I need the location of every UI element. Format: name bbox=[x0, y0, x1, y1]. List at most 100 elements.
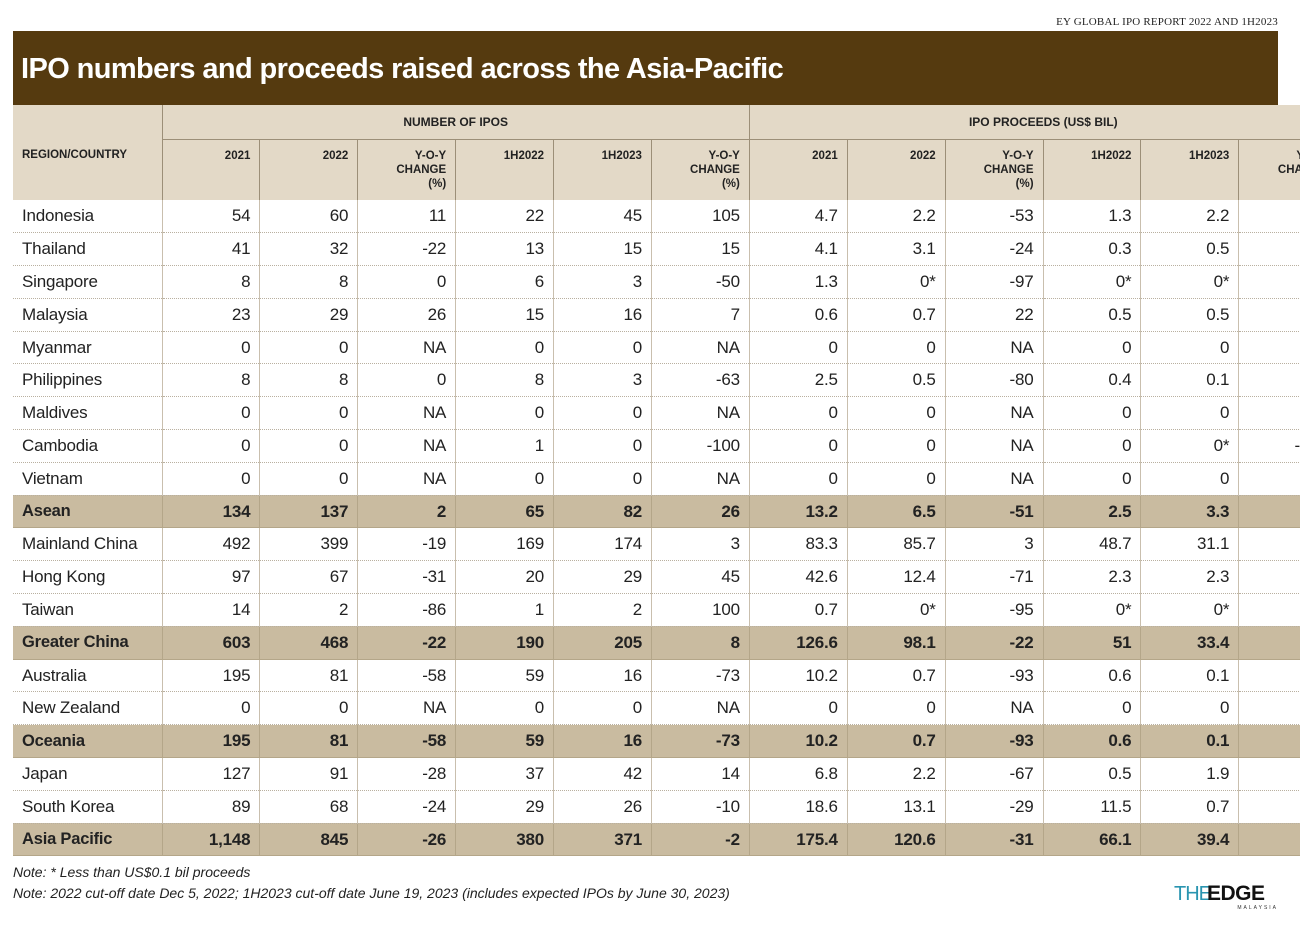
value-cell: 59 bbox=[455, 724, 555, 759]
value-cell: -29 bbox=[945, 790, 1044, 824]
region-cell: Greater China bbox=[13, 626, 163, 660]
value-cell: 175.4 bbox=[749, 823, 848, 857]
value-cell: 22 bbox=[945, 298, 1044, 332]
value-cell: 15 bbox=[455, 298, 555, 332]
table-row: Vietnam00NA00NA00NA00NA bbox=[13, 462, 1300, 496]
column-header-line: 1H2022 bbox=[503, 149, 545, 162]
value-cell: 26 bbox=[651, 495, 750, 529]
value-cell: 0* bbox=[1140, 593, 1240, 627]
value-cell: -63 bbox=[651, 363, 750, 398]
logo-country: MALAYSIA bbox=[1237, 905, 1278, 911]
value-cell: 169 bbox=[455, 527, 555, 562]
value-cell: 137 bbox=[259, 495, 359, 529]
value-cell: 91 bbox=[259, 757, 359, 791]
value-cell: NA bbox=[357, 691, 457, 726]
value-cell: 2 bbox=[259, 593, 359, 627]
value-cell: 0 bbox=[749, 331, 848, 365]
value-cell: 8 bbox=[651, 626, 750, 660]
value-cell: -31 bbox=[945, 823, 1044, 857]
logo-edge: EDGE bbox=[1207, 882, 1265, 905]
value-cell: 0.6 bbox=[1043, 659, 1142, 693]
value-cell: -97 bbox=[945, 265, 1044, 299]
value-cell: -73 bbox=[651, 659, 750, 693]
value-cell: 205 bbox=[553, 626, 652, 660]
region-cell: Indonesia bbox=[13, 200, 163, 234]
value-cell: 42.6 bbox=[749, 560, 848, 595]
value-cell: NA bbox=[945, 691, 1044, 726]
value-cell: 59 bbox=[455, 659, 555, 693]
region-cell: Myanmar bbox=[13, 331, 163, 365]
page-title: IPO numbers and proceeds raised across t… bbox=[21, 53, 784, 85]
value-cell: 0.7 bbox=[847, 659, 946, 693]
table-row: Maldives00NA00NA00NA00NA bbox=[13, 396, 1300, 431]
value-cell: 37 bbox=[455, 757, 555, 791]
value-cell: 10.2 bbox=[749, 659, 848, 693]
column-header-line: 1H2023 bbox=[1189, 149, 1230, 162]
value-cell: 83.3 bbox=[749, 527, 848, 562]
column-header: 2022 bbox=[259, 139, 359, 200]
value-cell: 0 bbox=[455, 331, 555, 365]
value-cell: 0.5 bbox=[1043, 298, 1142, 332]
value-cell: 0 bbox=[259, 429, 359, 463]
value-cell: 97 bbox=[162, 560, 261, 595]
value-cell: -51 bbox=[945, 495, 1044, 529]
value-cell: -81 bbox=[1238, 724, 1300, 759]
subtotal-row: Oceania19581-585916-7310.20.7-930.60.1-8… bbox=[13, 724, 1300, 759]
region-cell: Maldives bbox=[13, 396, 163, 431]
value-cell: 81 bbox=[259, 724, 359, 759]
column-header: 1H2023 bbox=[1140, 139, 1240, 200]
value-cell: 65 bbox=[455, 495, 555, 529]
value-cell: -35 bbox=[1238, 626, 1300, 660]
value-cell: -24 bbox=[945, 232, 1044, 267]
value-cell: 2 bbox=[357, 495, 457, 529]
value-cell: 3 bbox=[945, 527, 1044, 562]
column-header-line: CHANGE bbox=[690, 163, 740, 176]
notes: Note: * Less than US$0.1 bil proceeds No… bbox=[13, 862, 730, 904]
group-header-number-of-ipos: NUMBER OF IPOS bbox=[162, 105, 750, 140]
value-cell: 0* bbox=[1140, 265, 1240, 299]
value-cell: 26 bbox=[553, 790, 652, 824]
value-cell: 174 bbox=[553, 527, 652, 562]
value-cell: 31 bbox=[1238, 495, 1300, 529]
value-cell: 371 bbox=[553, 823, 652, 857]
value-cell: 0 bbox=[749, 691, 848, 726]
value-cell: 20 bbox=[455, 560, 555, 595]
value-cell: NA bbox=[357, 462, 457, 496]
value-cell: 0.5 bbox=[847, 363, 946, 398]
value-cell: 0* bbox=[1043, 593, 1142, 627]
region-cell: Asia Pacific bbox=[13, 823, 163, 857]
value-cell: 6.8 bbox=[749, 757, 848, 791]
value-cell: -26 bbox=[357, 823, 457, 857]
value-cell: 45 bbox=[553, 200, 652, 234]
value-cell: 120.6 bbox=[847, 823, 946, 857]
value-cell: 6 bbox=[455, 265, 555, 299]
value-cell: 0.5 bbox=[1140, 298, 1240, 332]
column-header-line: CHANGE bbox=[396, 163, 447, 176]
value-cell: NA bbox=[945, 462, 1044, 496]
column-header: 2022 bbox=[847, 139, 946, 200]
region-cell: Vietnam bbox=[13, 462, 163, 496]
region-cell: Japan bbox=[13, 757, 163, 791]
value-cell: 26 bbox=[357, 298, 457, 332]
value-cell: 0* bbox=[847, 265, 946, 299]
value-cell: -22 bbox=[357, 232, 457, 267]
table-body: Indonesia54601122451054.72.2-531.32.274T… bbox=[13, 200, 1300, 857]
value-cell: 0 bbox=[455, 396, 555, 431]
value-cell: 0 bbox=[259, 691, 359, 726]
value-cell: 32 bbox=[259, 232, 359, 267]
group-header-row: NUMBER OF IPOS IPO PROCEEDS (US$ BIL) bbox=[13, 105, 1300, 140]
value-cell: 0.5 bbox=[1043, 757, 1142, 791]
value-cell: 6.5 bbox=[847, 495, 946, 529]
value-cell: NA bbox=[945, 396, 1044, 431]
value-cell: 468 bbox=[259, 626, 359, 660]
value-cell: -100 bbox=[1238, 429, 1300, 463]
value-cell: 2 bbox=[553, 593, 652, 627]
value-cell: -58 bbox=[357, 724, 457, 759]
value-cell: 0.7 bbox=[749, 593, 848, 627]
column-header: 2021 bbox=[162, 139, 261, 200]
